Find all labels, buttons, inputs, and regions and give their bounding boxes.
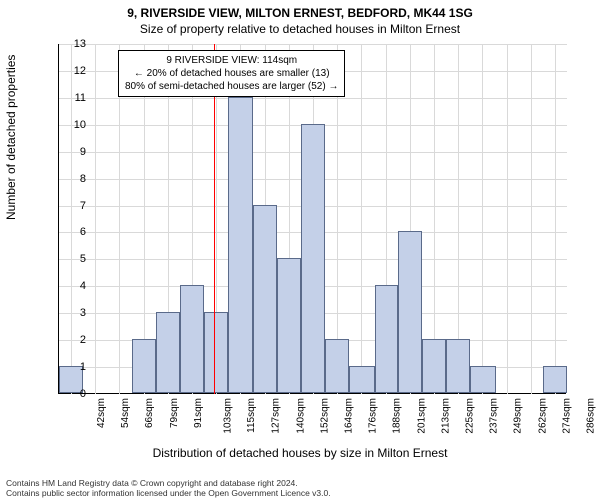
ytick-label: 13 xyxy=(56,38,86,50)
xtick-label: 176sqm xyxy=(367,398,378,434)
histogram-bar xyxy=(349,366,375,393)
xtick-label: 91sqm xyxy=(193,398,204,428)
xtick-label: 115sqm xyxy=(246,398,257,433)
ytick-label: 10 xyxy=(56,119,86,131)
xtick-label: 262sqm xyxy=(538,398,549,434)
ytick-label: 9 xyxy=(56,146,86,158)
histogram-bar xyxy=(422,339,446,393)
chart-title-desc: Size of property relative to detached ho… xyxy=(0,20,600,36)
histogram-bar xyxy=(398,231,422,393)
xtick-label: 164sqm xyxy=(344,398,355,434)
histogram-bar xyxy=(543,366,567,393)
annotation-line2: ← 20% of detached houses are smaller (13… xyxy=(125,67,338,80)
xtick-label: 140sqm xyxy=(296,398,307,434)
xtick-label: 249sqm xyxy=(512,398,523,434)
xtick-label: 127sqm xyxy=(270,398,281,434)
chart-container: 9, RIVERSIDE VIEW, MILTON ERNEST, BEDFOR… xyxy=(0,0,600,500)
xtick-label: 237sqm xyxy=(488,398,499,434)
chart-area: 9 RIVERSIDE VIEW: 114sqm ← 20% of detach… xyxy=(58,44,566,394)
annotation-line3: 80% of semi-detached houses are larger (… xyxy=(125,80,338,93)
gridline-v xyxy=(361,44,362,394)
xtick-label: 225sqm xyxy=(465,398,476,434)
xtick-label: 42sqm xyxy=(96,398,107,428)
chart-title-address: 9, RIVERSIDE VIEW, MILTON ERNEST, BEDFOR… xyxy=(0,0,600,20)
xtick-label: 213sqm xyxy=(441,398,452,434)
ytick-label: 7 xyxy=(56,200,86,212)
xtick-label: 152sqm xyxy=(320,398,331,434)
histogram-bar xyxy=(132,339,156,393)
xtick-label: 79sqm xyxy=(169,398,180,428)
ytick-label: 5 xyxy=(56,253,86,265)
histogram-bar xyxy=(277,258,301,393)
annotation-line1: 9 RIVERSIDE VIEW: 114sqm xyxy=(125,54,338,67)
gridline-v xyxy=(531,44,532,394)
histogram-bar xyxy=(375,285,399,393)
ytick-label: 8 xyxy=(56,173,86,185)
xtick-label: 103sqm xyxy=(223,398,234,434)
ytick-label: 1 xyxy=(56,361,86,373)
footer-line2: Contains public sector information licen… xyxy=(6,488,331,498)
histogram-bar xyxy=(470,366,496,393)
gridline-v xyxy=(507,44,508,394)
histogram-bar xyxy=(228,97,254,393)
ytick-label: 2 xyxy=(56,334,86,346)
gridline-v xyxy=(95,44,96,394)
ytick-label: 12 xyxy=(56,65,86,77)
ytick-label: 11 xyxy=(56,92,86,104)
xtick-label: 66sqm xyxy=(144,398,155,428)
gridline-v xyxy=(555,44,556,394)
histogram-bar xyxy=(325,339,349,393)
x-axis-label: Distribution of detached houses by size … xyxy=(0,446,600,460)
histogram-bar xyxy=(204,312,228,393)
xtick-label: 286sqm xyxy=(586,398,597,434)
xtick-label: 274sqm xyxy=(562,398,573,434)
y-axis-label: Number of detached properties xyxy=(4,55,18,220)
histogram-bar xyxy=(446,339,470,393)
ytick-label: 0 xyxy=(56,388,86,400)
ytick-label: 6 xyxy=(56,226,86,238)
ytick-label: 3 xyxy=(56,307,86,319)
xtick-label: 201sqm xyxy=(417,398,428,434)
histogram-bar xyxy=(301,124,325,393)
histogram-bar xyxy=(180,285,204,393)
footer-attribution: Contains HM Land Registry data © Crown c… xyxy=(6,478,331,498)
xtick-label: 54sqm xyxy=(120,398,131,428)
histogram-bar xyxy=(253,205,277,393)
footer-line1: Contains HM Land Registry data © Crown c… xyxy=(6,478,331,488)
ytick-label: 4 xyxy=(56,280,86,292)
histogram-bar xyxy=(156,312,180,393)
gridline-v xyxy=(482,44,483,394)
xtick-label: 188sqm xyxy=(391,398,402,434)
annotation-box: 9 RIVERSIDE VIEW: 114sqm ← 20% of detach… xyxy=(118,50,345,97)
